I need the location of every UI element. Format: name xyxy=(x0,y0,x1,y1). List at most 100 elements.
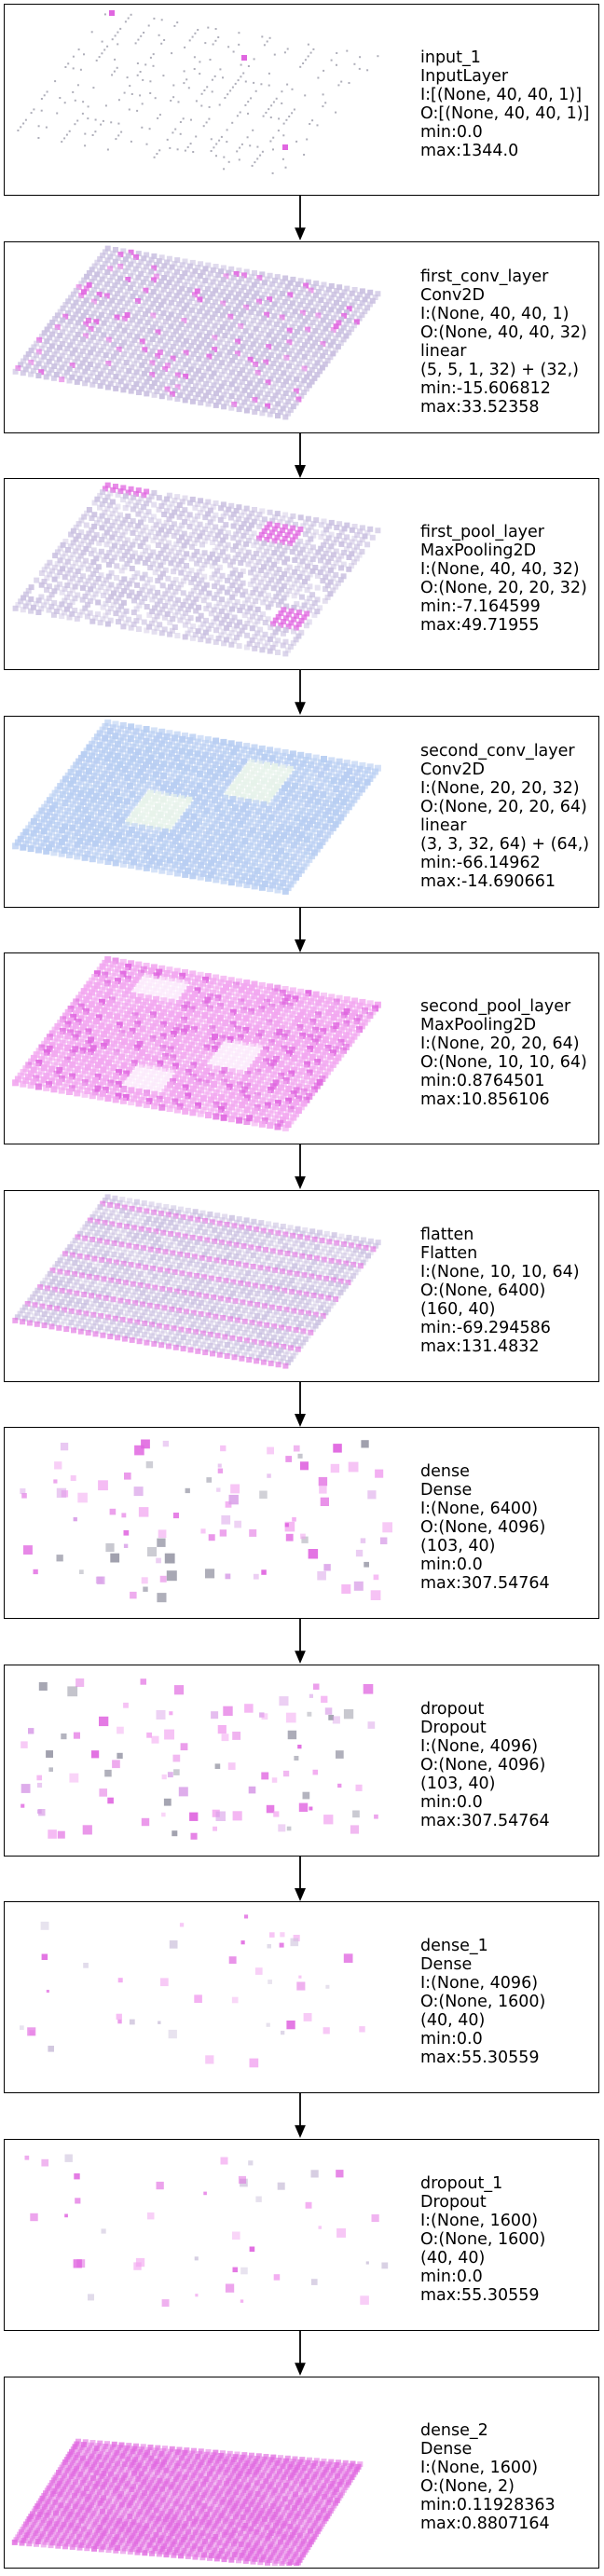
layer-info-line: max:-14.690661 xyxy=(420,872,556,891)
layer-info-line: O:(None, 40, 40, 32) xyxy=(420,323,587,342)
layer-box-dropout_1: dropout_1 Dropout I:(None, 1600) O:(None, 1… xyxy=(4,2139,599,2331)
layer-info-line: dropout xyxy=(420,1700,485,1719)
layer-info-line: max:49.71955 xyxy=(420,616,540,635)
layer-info-line: min:0.11928363 xyxy=(420,2496,556,2514)
layer-info-line: max:307.54764 xyxy=(420,1574,550,1593)
layer-info-line: min:-66.14962 xyxy=(420,854,541,872)
layer-info-line: input_1 xyxy=(420,48,481,67)
layer-visualization xyxy=(12,1194,381,1369)
activation-scatter xyxy=(21,1678,378,1840)
layer-visualization xyxy=(11,2438,364,2566)
layer-info-line: max:131.4832 xyxy=(420,1337,540,1356)
layer-info-line: min:-15.606812 xyxy=(420,379,551,398)
flow-arrow xyxy=(295,1144,306,1189)
layer-box-dense_2: dense_2 Dense I:(None, 1600) O:(None, 2) min… xyxy=(4,2377,599,2569)
flow-arrow xyxy=(295,1619,306,1664)
layer-info: first_pool_layer MaxPooling2D I:(None, 40,… xyxy=(420,523,587,635)
feature-grid xyxy=(11,2438,364,2566)
activation-scatter xyxy=(20,1439,392,1603)
layer-info: dropout Dropout I:(None, 4096) O:(None, 409… xyxy=(420,1700,550,1830)
feature-grid xyxy=(12,956,381,1131)
layer-info-line: I:(None, 6400) xyxy=(420,1500,539,1518)
layer-info-line: I:(None, 20, 20, 32) xyxy=(420,779,580,798)
layer-info-line: dense xyxy=(420,1462,470,1481)
layer-info-line: first_conv_layer xyxy=(420,267,549,286)
layer-info-line: second_pool_layer xyxy=(420,997,571,1016)
layer-info: input_1 InputLayer I:[(None, 40, 40, 1)] O:… xyxy=(420,48,589,160)
activation-scatter xyxy=(20,1914,365,2068)
layer-info-line: I:(None, 20, 20, 64) xyxy=(420,1035,580,1053)
layer-info-line: I:(None, 10, 10, 64) xyxy=(420,1263,580,1281)
layer-info-line: dense_1 xyxy=(420,1937,488,1955)
layer-info-line: second_conv_layer xyxy=(420,742,575,760)
layer-visualization xyxy=(12,482,381,657)
layer-info-line: O:(None, 10, 10, 64) xyxy=(420,1053,587,1072)
layer-info-line: Conv2D xyxy=(420,286,485,305)
layer-box-first_pool_layer: first_pool_layer MaxPooling2D I:(None, 40,… xyxy=(4,478,599,670)
layer-info-line: Dense xyxy=(420,1481,473,1500)
layer-info-line: (5, 5, 1, 32) + (32,) xyxy=(420,361,579,379)
layer-info-line: O:(None, 20, 20, 64) xyxy=(420,798,587,816)
flow-arrow xyxy=(295,908,306,952)
layer-info: second_pool_layer MaxPooling2D I:(None, 20… xyxy=(420,997,587,1109)
layer-info: dense_1 Dense I:(None, 4096) O:(None, 1600)… xyxy=(420,1937,545,2067)
layer-info: flatten Flatten I:(None, 10, 10, 64) O:(Non… xyxy=(420,1226,580,1356)
layer-info: first_conv_layer Conv2D I:(None, 40, 40, 1… xyxy=(420,267,587,417)
layer-info-line: Flatten xyxy=(420,1244,478,1263)
layer-info-line: Dense xyxy=(420,2440,473,2459)
layer-visualization xyxy=(20,1439,392,1603)
layer-info-line: O:(None, 4096) xyxy=(420,1756,546,1774)
layer-visualization xyxy=(24,2154,389,2307)
layer-info-line: linear xyxy=(420,342,467,361)
layer-info-line: max:0.8807164 xyxy=(420,2514,550,2533)
layer-box-flatten: flatten Flatten I:(None, 10, 10, 64) O:(Non… xyxy=(4,1190,599,1382)
layer-visualization xyxy=(17,10,379,174)
layer-info-line: I:(None, 40, 40, 1) xyxy=(420,305,570,323)
layer-info-line: (160, 40) xyxy=(420,1300,496,1319)
layer-box-dense: dense Dense I:(None, 6400) O:(None, 4096) (1… xyxy=(4,1427,599,1619)
layer-info-line: Dropout xyxy=(420,1719,487,1737)
layer-info-line: (3, 3, 32, 64) + (64,) xyxy=(420,835,590,854)
layer-info-line: max:10.856106 xyxy=(420,1090,550,1109)
layer-box-second_pool_layer: second_pool_layer MaxPooling2D I:(None, 20… xyxy=(4,952,599,1144)
layer-info-line: O:(None, 4096) xyxy=(420,1518,546,1537)
layer-info-line: min:0.0 xyxy=(420,1793,483,1812)
layer-box-input_1: input_1 InputLayer I:[(None, 40, 40, 1)] O:… xyxy=(4,4,599,196)
layer-info: dense_2 Dense I:(None, 1600) O:(None, 2) min… xyxy=(420,2421,556,2533)
layer-info-line: O:(None, 1600) xyxy=(420,2230,546,2249)
layer-info-line: (40, 40) xyxy=(420,2011,486,2030)
activation-scatter xyxy=(24,2154,389,2307)
layer-info-line: I:(None, 1600) xyxy=(420,2212,539,2230)
feature-grid xyxy=(12,1194,381,1369)
layer-visualization xyxy=(21,1678,378,1840)
layer-info-line: max:55.30559 xyxy=(420,2048,540,2067)
layer-info-line: min:0.0 xyxy=(420,1555,483,1574)
layer-box-dense_1: dense_1 Dense I:(None, 4096) O:(None, 1600)… xyxy=(4,1901,599,2093)
feature-grid xyxy=(12,482,381,657)
layer-info-line: max:55.30559 xyxy=(420,2286,540,2305)
layer-info-line: min:0.0 xyxy=(420,123,483,142)
layer-info-line: min:-69.294586 xyxy=(420,1319,551,1337)
layer-info: second_conv_layer Conv2D I:(None, 20, 20, … xyxy=(420,742,589,891)
flow-arrow xyxy=(295,196,306,240)
layer-info-line: I:(None, 4096) xyxy=(420,1737,539,1756)
layer-box-dropout: dropout Dropout I:(None, 4096) O:(None, 409… xyxy=(4,1665,599,1857)
layer-info-line: (40, 40) xyxy=(420,2249,486,2268)
layer-info-line: max:33.52358 xyxy=(420,398,540,417)
layer-info-line: I:(None, 40, 40, 32) xyxy=(420,560,580,579)
flow-arrow xyxy=(295,1382,306,1427)
layer-box-second_conv_layer: second_conv_layer Conv2D I:(None, 20, 20, … xyxy=(4,716,599,908)
layer-info-line: min:-7.164599 xyxy=(420,597,541,616)
layer-info-line: O:(None, 2) xyxy=(420,2477,515,2496)
feature-grid xyxy=(12,719,381,895)
layer-info-line: Dense xyxy=(420,1955,473,1974)
layer-info-line: min:0.8764501 xyxy=(420,1072,545,1090)
layer-info-line: Dropout xyxy=(420,2193,487,2212)
layer-info-line: (103, 40) xyxy=(420,1774,496,1793)
layer-info-line: Conv2D xyxy=(420,760,485,779)
layer-info-line: I:(None, 1600) xyxy=(420,2459,539,2477)
activation-mark xyxy=(109,10,115,16)
layer-info-line: O:(None, 6400) xyxy=(420,1281,546,1300)
flow-arrow xyxy=(295,2331,306,2376)
